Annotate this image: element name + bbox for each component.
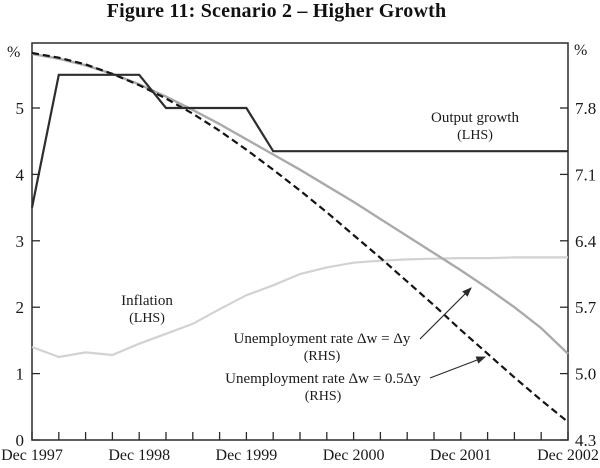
left-axis-unit-label: % xyxy=(7,44,21,61)
label-unemployment-half-dy: Unemployment rate Δw = 0.5Δy (RHS) xyxy=(225,371,421,405)
label-unemployment-dy-text: Unemployment rate Δw = Δy xyxy=(233,331,411,347)
left-axis-tick-label: 5 xyxy=(16,99,25,118)
x-axis-tick-label: Dec 1998 xyxy=(108,447,170,464)
series-line-dashed-black xyxy=(31,51,569,423)
label-unemployment-dy-axis: (RHS) xyxy=(303,349,341,364)
right-axis-tick-label: 5.0 xyxy=(575,365,596,384)
label-inflation-axis: (LHS) xyxy=(129,311,165,326)
label-output-growth-axis: (LHS) xyxy=(457,128,493,143)
right-axis-tick-label: 5.7 xyxy=(575,298,597,317)
label-output-growth: Output growth (LHS) xyxy=(431,110,519,144)
series-line-solid-black xyxy=(30,73,568,208)
right-axis-tick-label: 4.3 xyxy=(575,431,596,450)
series-line-solid-gray xyxy=(31,52,569,355)
annotation-arrow-1 xyxy=(419,287,472,340)
label-unemployment-half-dy-axis: (RHS) xyxy=(304,389,342,404)
label-output-growth-text: Output growth xyxy=(431,110,519,126)
left-axis-tick-label: 4 xyxy=(16,165,25,184)
x-axis-tick-label: Dec 2002 xyxy=(537,447,599,464)
x-axis-tick-label: Dec 1997 xyxy=(1,447,63,464)
right-axis-tick-label: 7.8 xyxy=(575,99,596,118)
left-axis-tick-label: 3 xyxy=(16,232,25,251)
right-axis-tick-label: 7.1 xyxy=(575,165,596,184)
label-inflation: Inflation (LHS) xyxy=(121,293,173,327)
label-unemployment-half-dy-text: Unemployment rate Δw = 0.5Δy xyxy=(225,371,421,387)
x-axis-tick-label: Dec 2001 xyxy=(430,447,492,464)
annotation-arrow-2 xyxy=(429,356,487,379)
x-axis-tick-label: Dec 1999 xyxy=(216,447,278,464)
series-line-solid-lightgray xyxy=(31,256,568,359)
x-axis-tick-label: Dec 2000 xyxy=(323,447,385,464)
label-unemployment-dy: Unemployment rate Δw = Δy (RHS) xyxy=(234,331,411,365)
left-axis-tick-label: 1 xyxy=(16,365,25,384)
right-axis-unit-label: % xyxy=(574,42,588,59)
label-inflation-text: Inflation xyxy=(121,293,173,309)
right-axis-tick-label: 6.4 xyxy=(575,232,597,251)
left-axis-tick-label: 0 xyxy=(16,431,25,450)
figure-title: Figure 11: Scenario 2 – Higher Growth xyxy=(106,0,447,22)
left-axis-tick-label: 2 xyxy=(16,298,25,317)
